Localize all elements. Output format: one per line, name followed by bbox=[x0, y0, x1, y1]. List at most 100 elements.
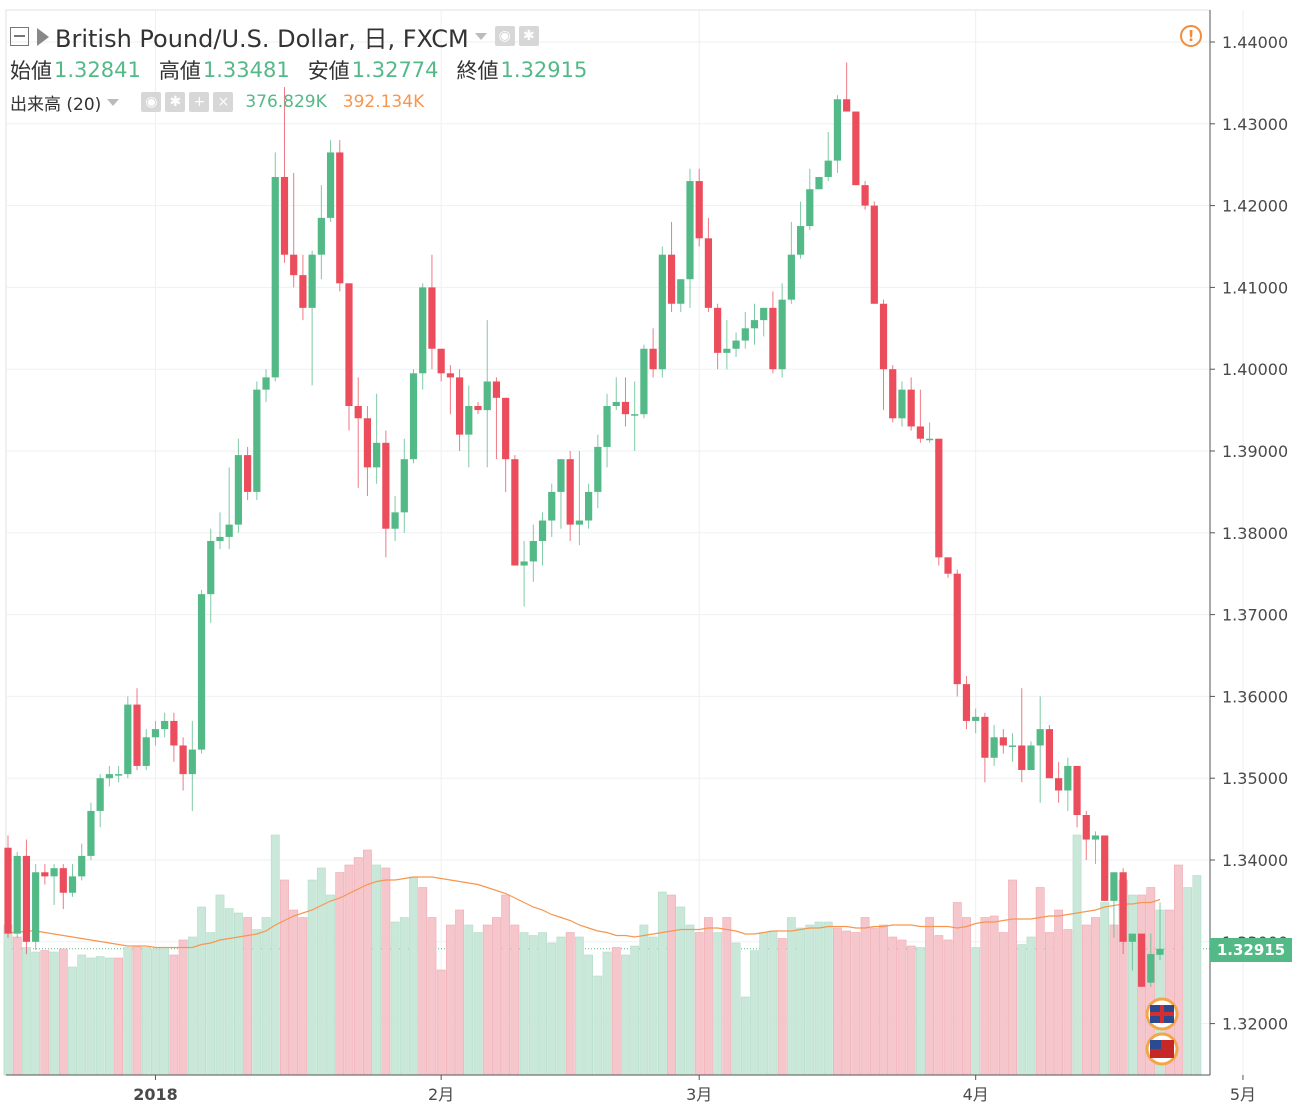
volume-bar bbox=[593, 975, 603, 1076]
candle-body bbox=[852, 111, 860, 186]
candle-body bbox=[1008, 745, 1017, 747]
candle-body bbox=[419, 287, 427, 374]
candle-body bbox=[280, 176, 289, 255]
candle-body bbox=[741, 328, 749, 341]
volume-bar bbox=[390, 921, 400, 1076]
volume-bar bbox=[22, 947, 31, 1076]
candle-body bbox=[870, 205, 878, 304]
dropdown-icon[interactable] bbox=[474, 32, 487, 40]
candle-body bbox=[216, 536, 224, 541]
candle-body bbox=[437, 348, 445, 374]
y-tick-label: 1.40000 bbox=[1222, 360, 1288, 379]
candle-body bbox=[428, 287, 436, 349]
candle-body bbox=[990, 737, 998, 758]
volume-bar bbox=[998, 932, 1008, 1076]
volume-bar bbox=[1081, 924, 1091, 1076]
volume-visibility-icon[interactable]: ◉ bbox=[141, 92, 162, 112]
candle-body bbox=[640, 348, 648, 415]
volume-bar bbox=[667, 894, 676, 1076]
settings-icon[interactable]: ✱ bbox=[518, 26, 539, 46]
candle-body bbox=[1064, 765, 1072, 791]
volume-bar bbox=[3, 924, 13, 1076]
volume-bar bbox=[12, 936, 22, 1076]
volume-close-icon[interactable]: × bbox=[213, 92, 234, 112]
candle-body bbox=[68, 876, 77, 893]
volume-bar bbox=[68, 966, 77, 1076]
volume-bars bbox=[3, 834, 1202, 1076]
volume-bar bbox=[473, 932, 483, 1076]
volume-bar bbox=[270, 834, 280, 1076]
y-tick-label: 1.32000 bbox=[1222, 1015, 1288, 1034]
alert-icon[interactable]: ! bbox=[1180, 25, 1202, 47]
volume-bar bbox=[777, 938, 787, 1076]
low-value: 1.32774 bbox=[351, 58, 439, 82]
close-value: 1.32915 bbox=[500, 58, 588, 82]
volume-bar bbox=[851, 932, 861, 1076]
volume-bar bbox=[427, 917, 437, 1076]
candle-body bbox=[1018, 745, 1026, 771]
candle-body bbox=[529, 540, 537, 562]
volume-dropdown-icon[interactable] bbox=[107, 98, 120, 106]
candle-body bbox=[1091, 835, 1100, 840]
candle-body bbox=[22, 855, 31, 942]
symbol-title[interactable]: British Pound/U.S. Dollar, 日, FXCM bbox=[55, 24, 469, 53]
candle-body bbox=[151, 729, 160, 738]
volume-bar bbox=[657, 891, 667, 1076]
volume-bar bbox=[335, 872, 345, 1076]
volume-bar bbox=[786, 917, 796, 1076]
volume-bar bbox=[372, 864, 382, 1076]
candle-body bbox=[843, 99, 851, 112]
x-tick-label: 5月 bbox=[1230, 1085, 1256, 1104]
volume-add-icon[interactable]: + bbox=[189, 92, 210, 112]
candle-body bbox=[290, 254, 298, 276]
volume-bar bbox=[510, 924, 520, 1076]
flag-icon[interactable] bbox=[37, 28, 49, 46]
candle-body bbox=[446, 373, 454, 378]
candle-body bbox=[1137, 933, 1146, 987]
volume-bar bbox=[280, 879, 289, 1076]
candle-body bbox=[78, 855, 86, 877]
volume-bar bbox=[1183, 887, 1193, 1076]
candle-body bbox=[631, 414, 639, 416]
volume-bar bbox=[565, 932, 575, 1076]
candle-body bbox=[59, 868, 67, 893]
candle-body bbox=[594, 446, 602, 492]
candle-body bbox=[714, 307, 722, 353]
candle-body bbox=[400, 459, 408, 513]
candle-body bbox=[87, 810, 95, 856]
candle-body bbox=[105, 774, 113, 779]
volume-label[interactable]: 出来高 (20) bbox=[10, 94, 102, 115]
volume-bar bbox=[58, 948, 68, 1076]
x-tick-label: 2018 bbox=[133, 1085, 178, 1104]
candle-body bbox=[806, 189, 814, 227]
candle-body bbox=[686, 181, 694, 280]
volume-bar bbox=[1017, 944, 1027, 1076]
visibility-icon[interactable]: ◉ bbox=[494, 26, 515, 46]
candle-body bbox=[575, 520, 583, 525]
candle-body bbox=[760, 307, 768, 321]
candle-body bbox=[308, 254, 316, 308]
volume-bar bbox=[31, 951, 41, 1076]
high-label: 高値 bbox=[158, 59, 201, 83]
volume-row: 出来高 (20) ◉ ✱ + × 376.829K 392.134K bbox=[10, 90, 424, 115]
volume-settings-icon[interactable]: ✱ bbox=[165, 92, 186, 112]
collapse-icon[interactable] bbox=[10, 26, 29, 46]
volume-bar bbox=[464, 924, 474, 1076]
y-tick-label: 1.44000 bbox=[1222, 33, 1288, 52]
volume-bar bbox=[731, 942, 741, 1076]
volume-bar bbox=[639, 924, 649, 1076]
volume-bar bbox=[1127, 894, 1137, 1076]
volume-bar bbox=[77, 954, 87, 1076]
volume-value: 376.829K bbox=[245, 92, 327, 112]
volume-ma-line bbox=[8, 876, 1161, 949]
volume-bar bbox=[141, 947, 151, 1076]
candle-body bbox=[326, 152, 335, 218]
volume-bar bbox=[869, 927, 879, 1076]
volume-bar bbox=[1100, 902, 1110, 1076]
high-value: 1.33481 bbox=[202, 58, 290, 82]
candle-body bbox=[299, 275, 307, 308]
candle-body bbox=[170, 720, 178, 746]
volume-bar bbox=[648, 936, 658, 1076]
candle-body bbox=[667, 254, 676, 304]
